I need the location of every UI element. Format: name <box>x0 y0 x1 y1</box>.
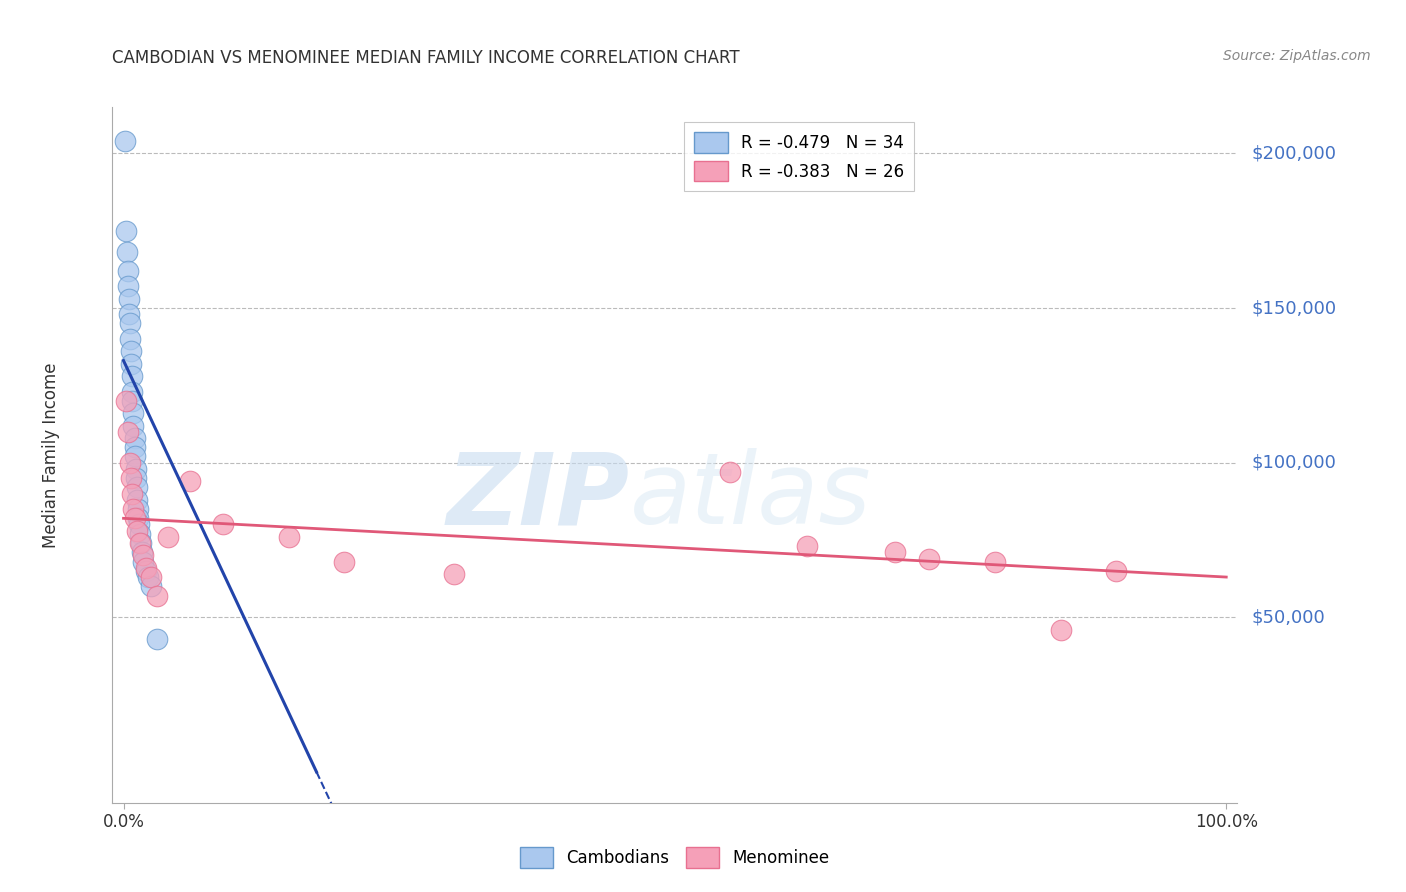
Point <box>125 492 148 507</box>
Point <box>132 549 155 563</box>
Point <box>983 555 1005 569</box>
Text: Median Family Income: Median Family Income <box>42 362 59 548</box>
Point <box>129 536 152 550</box>
Point <box>122 406 145 420</box>
Point <box>125 480 148 494</box>
Point <box>120 471 142 485</box>
Point <box>132 555 155 569</box>
Point <box>884 545 907 559</box>
Point <box>136 570 159 584</box>
Point <box>131 545 153 559</box>
Point <box>796 539 818 553</box>
Point <box>120 332 142 346</box>
Point <box>115 245 138 260</box>
Point <box>129 536 152 550</box>
Text: $50,000: $50,000 <box>1251 608 1324 626</box>
Point <box>127 502 149 516</box>
Point <box>128 517 150 532</box>
Point <box>117 264 139 278</box>
Point <box>122 418 145 433</box>
Point <box>124 431 146 445</box>
Text: $150,000: $150,000 <box>1251 299 1336 317</box>
Point <box>145 632 167 646</box>
Point <box>120 344 142 359</box>
Point <box>125 524 148 538</box>
Point <box>117 279 139 293</box>
Point <box>156 530 179 544</box>
Point <box>114 393 136 408</box>
Point <box>124 450 146 464</box>
Point <box>121 369 143 384</box>
Point <box>135 564 157 578</box>
Point <box>145 589 167 603</box>
Point <box>121 393 143 408</box>
Point <box>117 425 139 439</box>
Point <box>1105 564 1128 578</box>
Point <box>124 440 146 454</box>
Point <box>120 357 142 371</box>
Point <box>118 307 141 321</box>
Text: atlas: atlas <box>630 448 872 545</box>
Text: $100,000: $100,000 <box>1251 454 1336 472</box>
Legend: Cambodians, Menominee: Cambodians, Menominee <box>513 841 837 874</box>
Point <box>718 465 741 479</box>
Point <box>917 551 939 566</box>
Point <box>127 511 149 525</box>
Point <box>139 579 162 593</box>
Point <box>129 526 152 541</box>
Point <box>124 462 146 476</box>
Point <box>139 570 162 584</box>
Point <box>120 317 142 331</box>
Point <box>211 517 233 532</box>
Point <box>135 561 157 575</box>
Point <box>118 292 141 306</box>
Text: Source: ZipAtlas.com: Source: ZipAtlas.com <box>1223 49 1371 63</box>
Point <box>443 566 465 581</box>
Text: ZIP: ZIP <box>447 448 630 545</box>
Point <box>121 384 143 399</box>
Point <box>120 456 142 470</box>
Point <box>179 474 201 488</box>
Point <box>277 530 299 544</box>
Point <box>124 471 146 485</box>
Point <box>333 555 356 569</box>
Text: CAMBODIAN VS MENOMINEE MEDIAN FAMILY INCOME CORRELATION CHART: CAMBODIAN VS MENOMINEE MEDIAN FAMILY INC… <box>112 49 740 67</box>
Text: $200,000: $200,000 <box>1251 145 1336 162</box>
Point <box>121 486 143 500</box>
Point <box>114 134 136 148</box>
Point <box>124 511 146 525</box>
Point <box>122 502 145 516</box>
Point <box>114 224 136 238</box>
Point <box>1050 623 1073 637</box>
